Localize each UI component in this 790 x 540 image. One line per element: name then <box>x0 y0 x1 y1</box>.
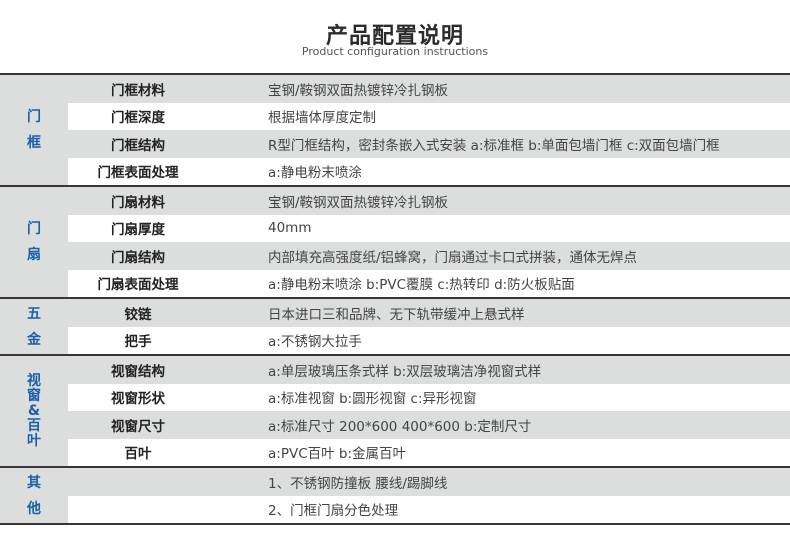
row-value: 1、不锈钢防撞板 腰线/踢脚线 <box>268 475 448 492</box>
page-title: 产品配置说明 <box>325 24 464 49</box>
table-row: 门框材料 宝钢/鞍钢双面热镀锌冷扎钢板 <box>68 75 790 103</box>
row-value: a:静电粉末喷涂 b:PVC覆膜 c:热转印 d:防火板贴面 <box>268 277 575 294</box>
group-name: 五金 <box>0 299 68 354</box>
group-name-char: 其 <box>27 474 41 491</box>
table-row: 门扇结构 内部填充高强度纸/铝蜂窝，门扇通过卡口式拼装，通体无焊点 <box>68 242 790 270</box>
row-value: 2、门框门扇分色处理 <box>268 503 399 520</box>
row-label: 视窗结构 <box>111 363 165 380</box>
row-label: 把手 <box>124 334 152 351</box>
table-row: 门扇表面处理 a:静电粉末喷涂 b:PVC覆膜 c:热转印 d:防火板贴面 <box>68 269 790 297</box>
row-label: 门扇厚度 <box>111 222 165 239</box>
row-value: a:标准视窗 b:圆形视窗 c:异形视窗 <box>268 391 477 408</box>
row-label: 门扇表面处理 <box>97 277 179 294</box>
group-name: 其他 <box>0 468 68 523</box>
config-group: 门框 门框材料 宝钢/鞍钢双面热镀锌冷扎钢板门框深度 根据墙体厚度定制门框结构 R型门框… <box>0 75 790 187</box>
row-label: 视窗尺寸 <box>111 418 165 435</box>
config-group: 视窗 & 百叶视窗结构 a:单层玻璃压条式样 b:双层玻璃洁净视窗式样 视窗形状 a:标准… <box>0 356 790 468</box>
table-row: 把手 a:不锈钢大拉手 <box>68 326 790 354</box>
group-name-char: 金 <box>27 331 41 348</box>
group-name: 视窗 & 百叶 <box>0 356 68 466</box>
group-name-char: 框 <box>27 135 41 151</box>
table-row: 1、不锈钢防撞板 腰线/踢脚线 <box>68 468 790 496</box>
table-row: 门扇材料 宝钢/鞍钢双面热镀锌冷扎钢板 <box>68 187 790 215</box>
table-row: 2、门框门扇分色处理 <box>68 495 790 523</box>
table-row: 视窗尺寸 a:标准尺寸 200*600 400*600 b:定制尺寸 <box>68 411 790 439</box>
group-name-char: 叶 <box>27 432 41 449</box>
table-row: 门框深度 根据墙体厚度定制 <box>68 102 790 130</box>
row-value: 根据墙体厚度定制 <box>268 110 376 127</box>
row-label: 门扇结构 <box>111 249 165 266</box>
table-row: 视窗形状 a:标准视窗 b:圆形视窗 c:异形视窗 <box>68 383 790 411</box>
row-label: 门框材料 <box>111 82 165 99</box>
row-label: 百叶 <box>124 446 152 463</box>
row-value: a:标准尺寸 200*600 400*600 b:定制尺寸 <box>268 418 532 435</box>
row-value: a:单层玻璃压条式样 b:双层玻璃洁净视窗式样 <box>268 363 542 380</box>
row-label: 门扇材料 <box>111 194 165 211</box>
config-group: 其他 1、不锈钢防撞板 腰线/踢脚线 2、门框门扇分色处理 <box>0 468 790 525</box>
row-value: a:PVC百叶 b:金属百叶 <box>268 446 407 463</box>
row-value: 日本进口三和品牌、无下轨带缓冲上悬式样 <box>268 306 525 323</box>
table-row: 百叶 a:PVC百叶 b:金属百叶 <box>68 438 790 466</box>
table-row: 门扇厚度 40mm <box>68 214 790 242</box>
row-label: 门框表面处理 <box>97 165 179 182</box>
config-group: 门扇 门扇材料 宝钢/鞍钢双面热镀锌冷扎钢板门扇厚度 40mm 门扇结构 内部填充高强度纸… <box>0 187 790 299</box>
group-name-char: 窗 <box>27 387 41 404</box>
config-group: 五金 铰链 日本进口三和品牌、无下轨带缓冲上悬式样把手 a:不锈钢大拉手 <box>0 299 790 356</box>
group-name-char: 门 <box>27 109 41 125</box>
row-value: 宝钢/鞍钢双面热镀锌冷扎钢板 <box>268 82 449 99</box>
row-value: 内部填充高强度纸/铝蜂窝，门扇通过卡口式拼装，通体无焊点 <box>268 249 638 266</box>
configuration-table: 门框门框材料 宝钢/鞍钢双面热镀锌冷扎钢板 门框深度 根据墙体厚度定制 门框结构 R型门框… <box>0 73 790 525</box>
table-row: 门框表面处理 a:静电粉末喷涂 <box>68 157 790 185</box>
group-name-char: 他 <box>27 500 41 517</box>
group-name: 门扇 <box>0 187 68 297</box>
table-row: 门框结构 R型门框结构，密封条嵌入式安装 a:标准框 b:单面包墙门框 c:双面包… <box>68 130 790 158</box>
row-value: 40mm <box>268 220 312 237</box>
row-value: R型门框结构，密封条嵌入式安装 a:标准框 b:单面包墙门框 c:双面包墙门框 <box>268 137 720 154</box>
row-value: a:不锈钢大拉手 <box>268 334 362 351</box>
group-name-char: & <box>27 402 41 419</box>
group-name: 门框 <box>0 75 68 185</box>
table-row: 铰链 日本进口三和品牌、无下轨带缓冲上悬式样 <box>68 299 790 327</box>
group-name-char: 扇 <box>27 247 41 263</box>
row-label: 视窗形状 <box>111 391 165 408</box>
row-label: 门框深度 <box>111 110 165 127</box>
group-name-char: 五 <box>27 305 41 322</box>
group-name-char: 视 <box>27 372 41 389</box>
table-row: 视窗结构 a:单层玻璃压条式样 b:双层玻璃洁净视窗式样 <box>68 356 790 384</box>
row-label: 铰链 <box>124 306 152 323</box>
group-name-char: 百 <box>27 417 41 434</box>
page-subtitle: Product configuration instructions <box>301 45 489 58</box>
row-value: a:静电粉末喷涂 <box>268 165 362 182</box>
row-label: 门框结构 <box>111 137 165 154</box>
row-value: 宝钢/鞍钢双面热镀锌冷扎钢板 <box>268 194 449 211</box>
group-name-char: 门 <box>27 221 41 237</box>
